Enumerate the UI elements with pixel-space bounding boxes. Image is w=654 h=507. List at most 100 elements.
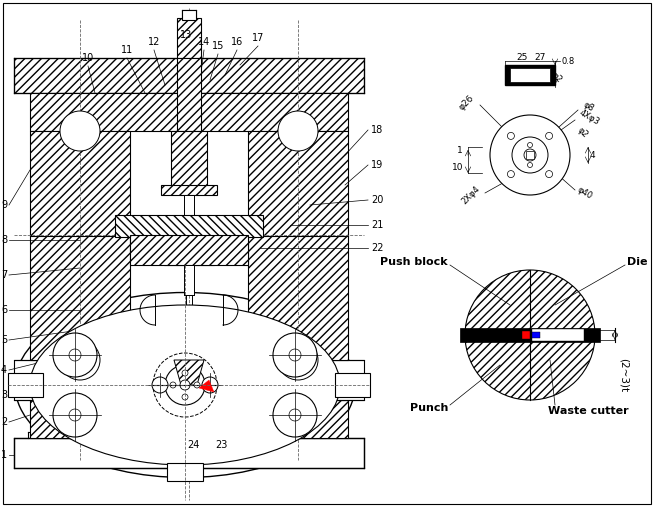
Text: φ2: φ2 xyxy=(550,71,564,85)
Text: 22: 22 xyxy=(371,243,383,253)
Circle shape xyxy=(182,394,188,400)
Circle shape xyxy=(202,377,218,393)
Bar xyxy=(532,329,584,341)
Circle shape xyxy=(170,382,176,388)
Circle shape xyxy=(289,409,301,421)
Circle shape xyxy=(153,353,217,417)
Text: Push block: Push block xyxy=(381,257,448,267)
Bar xyxy=(510,68,550,82)
Bar xyxy=(30,93,348,131)
Bar xyxy=(30,235,130,360)
Text: Waste cutter: Waste cutter xyxy=(548,406,628,416)
Bar xyxy=(130,235,248,265)
Circle shape xyxy=(273,333,317,377)
Bar xyxy=(460,328,600,342)
Circle shape xyxy=(53,333,97,377)
Text: 23: 23 xyxy=(215,440,228,450)
Circle shape xyxy=(545,132,553,139)
Text: φ8: φ8 xyxy=(582,100,596,114)
Circle shape xyxy=(53,393,97,437)
Bar xyxy=(177,18,201,58)
Text: 7: 7 xyxy=(1,270,7,280)
Text: 27: 27 xyxy=(534,53,545,61)
Bar xyxy=(177,58,201,131)
Bar xyxy=(526,151,534,159)
Circle shape xyxy=(182,370,188,376)
Text: 14: 14 xyxy=(198,37,210,47)
Circle shape xyxy=(152,377,168,393)
Text: φ2: φ2 xyxy=(575,126,589,140)
Text: 21: 21 xyxy=(371,220,383,230)
Circle shape xyxy=(545,170,553,177)
Bar xyxy=(14,360,364,400)
Circle shape xyxy=(165,365,205,405)
Text: 10: 10 xyxy=(82,53,94,63)
Circle shape xyxy=(60,111,100,151)
Text: Die: Die xyxy=(627,257,647,267)
Text: 1: 1 xyxy=(457,146,463,155)
Circle shape xyxy=(528,163,532,167)
Text: 12: 12 xyxy=(148,37,160,47)
Circle shape xyxy=(524,149,536,161)
Text: Punch: Punch xyxy=(409,403,448,413)
Bar xyxy=(161,185,217,195)
Circle shape xyxy=(512,137,548,173)
Bar xyxy=(182,10,196,20)
Ellipse shape xyxy=(30,305,340,465)
Text: 2: 2 xyxy=(1,417,7,427)
Ellipse shape xyxy=(15,293,355,478)
Bar xyxy=(14,58,364,93)
Text: 24: 24 xyxy=(188,440,200,450)
Bar xyxy=(248,131,348,236)
Bar xyxy=(14,438,364,468)
Text: 2Xφ4: 2Xφ4 xyxy=(460,184,482,206)
Text: 3: 3 xyxy=(1,390,7,400)
Text: 8: 8 xyxy=(1,235,7,245)
Text: 0.8: 0.8 xyxy=(562,56,576,65)
Bar xyxy=(8,373,43,397)
Circle shape xyxy=(528,142,532,148)
Circle shape xyxy=(69,409,81,421)
Bar xyxy=(184,265,194,295)
Bar xyxy=(532,332,540,338)
Circle shape xyxy=(278,340,318,380)
Text: 10: 10 xyxy=(451,163,463,171)
Text: 25: 25 xyxy=(516,53,528,61)
Text: 11: 11 xyxy=(121,45,133,55)
Text: φ40: φ40 xyxy=(575,185,593,201)
Text: 17: 17 xyxy=(252,33,264,43)
Text: 13: 13 xyxy=(180,30,192,40)
Text: 19: 19 xyxy=(371,160,383,170)
Bar xyxy=(505,65,555,85)
Text: φ26: φ26 xyxy=(457,94,476,113)
Text: 20: 20 xyxy=(371,195,383,205)
Bar xyxy=(115,215,263,237)
Polygon shape xyxy=(199,380,214,392)
Bar xyxy=(164,235,214,265)
Circle shape xyxy=(60,340,100,380)
Polygon shape xyxy=(174,360,204,385)
Circle shape xyxy=(465,270,595,400)
Text: 15: 15 xyxy=(212,41,224,51)
Text: 4: 4 xyxy=(590,151,596,160)
Bar xyxy=(184,195,194,235)
Text: 4Xφ3: 4Xφ3 xyxy=(578,108,602,127)
Text: 18: 18 xyxy=(371,125,383,135)
Circle shape xyxy=(278,111,318,151)
Text: 16: 16 xyxy=(231,37,243,47)
Bar xyxy=(335,373,370,397)
Bar xyxy=(171,131,207,191)
Circle shape xyxy=(508,132,515,139)
Text: 1: 1 xyxy=(1,450,7,460)
Circle shape xyxy=(490,115,570,195)
Text: 4: 4 xyxy=(1,365,7,375)
Text: 9: 9 xyxy=(1,200,7,210)
Bar xyxy=(248,235,348,360)
Circle shape xyxy=(69,349,81,361)
Text: 5: 5 xyxy=(1,335,7,345)
Circle shape xyxy=(273,393,317,437)
Bar xyxy=(30,131,130,236)
Bar xyxy=(30,400,348,438)
Circle shape xyxy=(180,380,190,390)
Circle shape xyxy=(289,349,301,361)
